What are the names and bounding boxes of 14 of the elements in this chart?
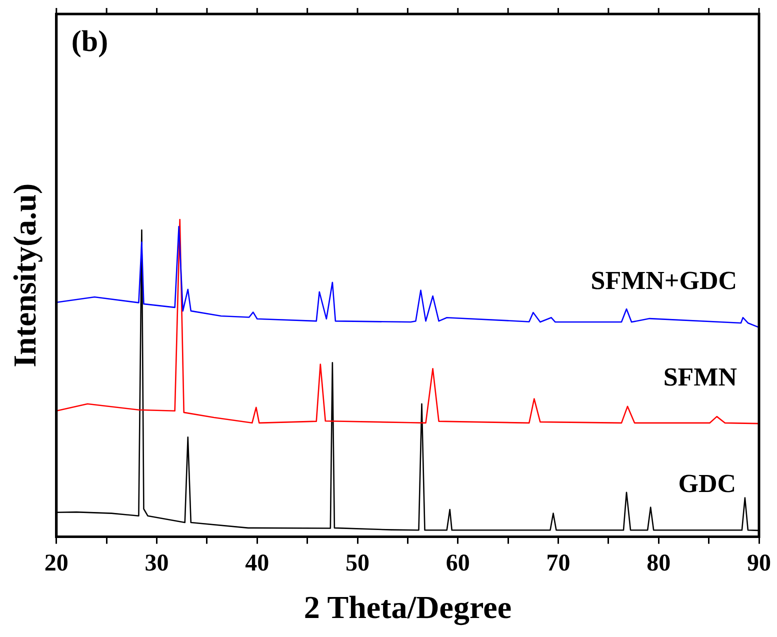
x-axis-title: 2 Theta/Degree xyxy=(304,589,512,626)
x-tick-label: 40 xyxy=(245,550,270,576)
x-tick-label: 60 xyxy=(446,550,470,576)
text: (b) xyxy=(71,24,108,58)
series-label: SFMN xyxy=(663,362,738,392)
x-tick-label: 30 xyxy=(144,550,169,576)
series-label: GDC xyxy=(678,469,736,498)
x-tick-label: 20 xyxy=(44,550,68,576)
x-tick-label: 80 xyxy=(646,550,671,576)
series-label: SFMN+GDC xyxy=(590,266,737,296)
x-tick-label: 70 xyxy=(546,550,570,576)
x-tick-label: 50 xyxy=(346,550,370,576)
x-tick-label: 90 xyxy=(747,550,771,576)
y-axis-title: Intensity(a.u) xyxy=(6,183,42,368)
